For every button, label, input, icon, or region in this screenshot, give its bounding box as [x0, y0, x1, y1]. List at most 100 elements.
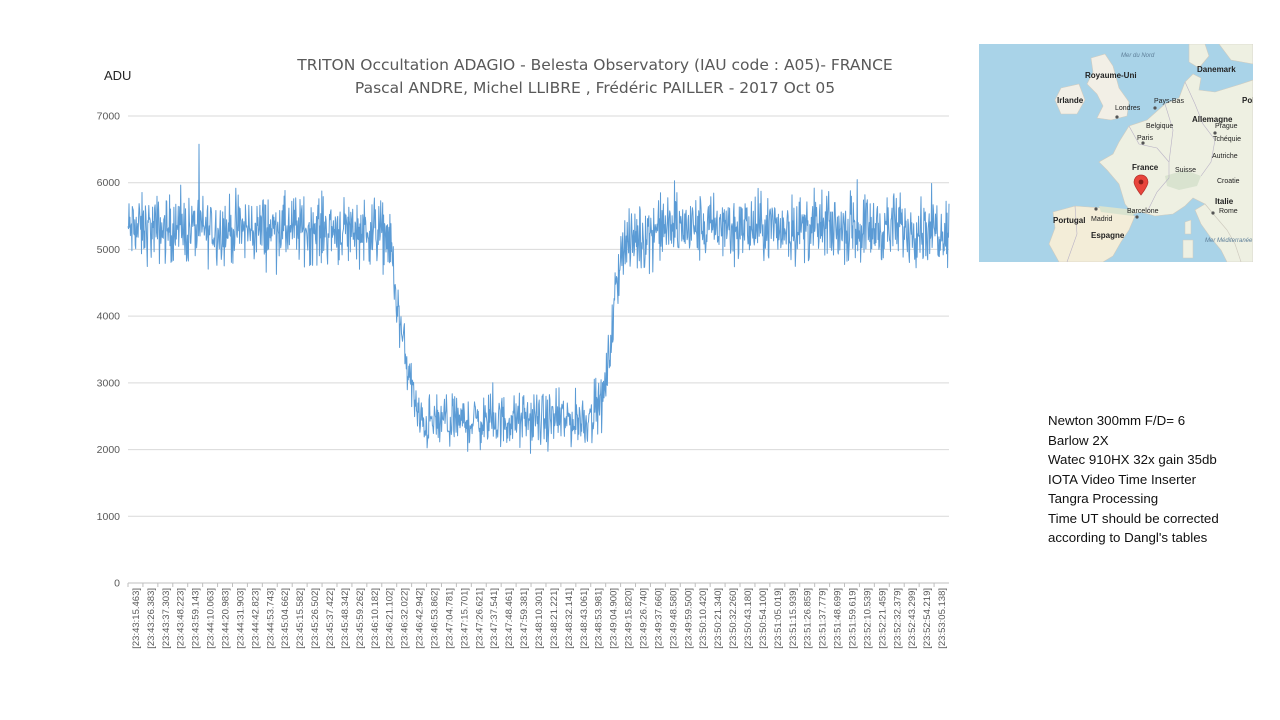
x-tick-label: [23:46:10.182] — [370, 588, 381, 649]
map-label: France — [1132, 163, 1159, 172]
x-tick-label: [23:49:59.500] — [683, 588, 694, 649]
x-tick-label: [23:47:04.781] — [444, 588, 455, 649]
note-line: Watec 910HX 32x gain 35db — [1048, 452, 1217, 467]
x-tick-label: [23:45:04.662] — [280, 588, 291, 649]
map-label: Tchéquie — [1213, 136, 1242, 143]
light-curve-chart: 0 1000 2000 3000 4000 5000 6000 7000 [23:43:15.… — [97, 111, 950, 649]
x-tick-label: [23:45:48.342] — [340, 588, 351, 649]
x-tick-label: [23:50:10.420] — [698, 588, 709, 649]
x-tick-label: [23:48:43.061] — [579, 588, 590, 649]
map-label: Belgique — [1146, 123, 1174, 130]
map-label: Suisse — [1175, 167, 1197, 174]
x-tick-label: [23:50:21.340] — [713, 588, 724, 649]
map-label: Londres — [1115, 105, 1141, 112]
y-tick-label: 7000 — [97, 111, 121, 123]
y-tick-label: 3000 — [97, 377, 121, 389]
note-line: Newton 300mm F/D= 6 — [1048, 413, 1186, 428]
x-tick-label: [23:45:15.582] — [295, 588, 306, 649]
map-label: Pays-Bas — [1154, 98, 1184, 105]
x-tick-label: [23:49:04.900] — [609, 588, 620, 649]
map-label: Prague — [1215, 123, 1238, 130]
x-tick-label: [23:47:26.621] — [474, 588, 485, 649]
x-tick-label: [23:48:53.981] — [594, 588, 605, 649]
x-tick-label: [23:52:10.539] — [862, 588, 873, 649]
map-label: Autriche — [1212, 153, 1238, 160]
x-tick-label: [23:43:15.463] — [131, 588, 142, 649]
x-tick-label: [23:49:26.740] — [638, 588, 649, 649]
x-tick-labels: [23:43:15.463] [23:43:26.383] [23:43:37.30… — [127, 583, 948, 649]
x-tick-label: [23:43:59.143] — [191, 588, 202, 649]
note-line: IOTA Video Time Inserter — [1048, 471, 1197, 487]
x-tick-label: [23:47:15.701] — [459, 588, 470, 649]
map-label: Barcelone — [1127, 208, 1159, 215]
x-tick-label: [23:49:48.580] — [668, 588, 679, 649]
map-label: Danemark — [1197, 65, 1236, 74]
y-tick-label: 6000 — [97, 177, 121, 189]
map-image — [979, 44, 1253, 262]
y-tick-label: 1000 — [97, 511, 121, 523]
y-axis-label: ADU — [104, 68, 132, 83]
x-tick-label: [23:43:26.383] — [146, 588, 157, 649]
x-tick-label: [23:46:32.022] — [400, 588, 411, 649]
chart-subtitle: Pascal ANDRE, Michel LLIBRE , Frédéric P… — [354, 79, 836, 97]
map-label: Italie — [1215, 197, 1234, 206]
equipment-notes: Newton 300mm F/D= 6 Barlow 2X Watec 910H… — [1048, 411, 1219, 548]
chart-title: TRITON Occultation ADAGIO - Belesta Obse… — [297, 56, 893, 74]
map-label: Portugal — [1053, 216, 1086, 225]
x-tick-label: [23:46:21.102] — [385, 588, 396, 649]
x-tick-label: [23:52:43.299] — [907, 588, 918, 649]
note-line: Tangra Processing — [1048, 491, 1159, 506]
x-tick-label: [23:51:48.699] — [833, 588, 844, 649]
y-tick-label: 4000 — [97, 311, 121, 323]
x-tick-label: [23:51:05.019] — [773, 588, 784, 649]
x-tick-label: [23:52:32.379] — [892, 588, 903, 649]
x-tick-label: [23:48:32.141] — [564, 588, 575, 649]
map-label: Pol — [1242, 96, 1253, 105]
note-line: Barlow 2X — [1048, 432, 1109, 448]
x-tick-label: [23:51:37.779] — [818, 588, 829, 649]
x-tick-label: [23:46:53.862] — [430, 588, 441, 649]
x-tick-label: [23:45:37.422] — [325, 588, 336, 649]
gridlines — [128, 115, 949, 584]
x-tick-label: [23:48:10.301] — [534, 588, 545, 649]
x-tick-label: [23:49:15.820] — [624, 588, 635, 649]
x-tick-label: [23:46:42.942] — [415, 588, 426, 649]
map-label: Paris — [1137, 135, 1153, 142]
x-tick-label: [23:47:37.541] — [489, 588, 500, 649]
x-tick-label: [23:43:48.223] — [176, 588, 187, 649]
x-tick-label: [23:53:05.138] — [937, 588, 948, 649]
location-map: Mer du Nord Royaume-Uni Danemark Irlande… — [979, 44, 1253, 262]
x-tick-label: [23:50:54.100] — [758, 588, 769, 649]
adu-series-line — [127, 143, 950, 454]
x-tick-label: [23:51:26.859] — [803, 588, 814, 649]
x-tick-label: [23:52:54.219] — [922, 588, 933, 649]
y-tick-label: 5000 — [97, 244, 121, 256]
x-tick-label: [23:52:21.459] — [877, 588, 888, 649]
x-tick-label: [23:47:59.381] — [519, 588, 530, 649]
x-tick-label: [23:43:37.303] — [161, 588, 172, 649]
x-tick-label: [23:44:20.983] — [221, 588, 232, 649]
map-label: Rome — [1219, 208, 1238, 215]
x-tick-label: [23:45:26.502] — [310, 588, 321, 649]
map-label: Mer Méditerranée — [1205, 238, 1253, 244]
y-tick-label: 2000 — [97, 444, 121, 456]
map-label: Croatie — [1217, 178, 1240, 185]
x-tick-label: [23:49:37.660] — [653, 588, 664, 649]
map-label: Irlande — [1057, 96, 1084, 105]
map-label: Mer du Nord — [1121, 53, 1155, 59]
x-tick-label: [23:51:59.619] — [847, 588, 858, 649]
x-tick-label: [23:44:42.823] — [250, 588, 261, 649]
x-tick-label: [23:44:53.743] — [265, 588, 276, 649]
x-tick-label: [23:51:15.939] — [788, 588, 799, 649]
note-line: Time UT should be corrected — [1048, 510, 1219, 526]
y-tick-label: 0 — [114, 578, 120, 590]
map-label: Espagne — [1091, 231, 1125, 240]
x-tick-label: [23:44:10.063] — [206, 588, 217, 649]
location-pin-icon — [1133, 174, 1149, 196]
x-tick-label: [23:48:21.221] — [549, 588, 560, 649]
map-label: Royaume-Uni — [1085, 71, 1137, 80]
x-tick-label: [23:45:59.262] — [355, 588, 366, 649]
x-tick-label: [23:47:48.461] — [504, 588, 515, 649]
x-tick-label: [23:44:31.903] — [235, 588, 246, 649]
x-tick-label: [23:50:32.260] — [728, 588, 739, 649]
